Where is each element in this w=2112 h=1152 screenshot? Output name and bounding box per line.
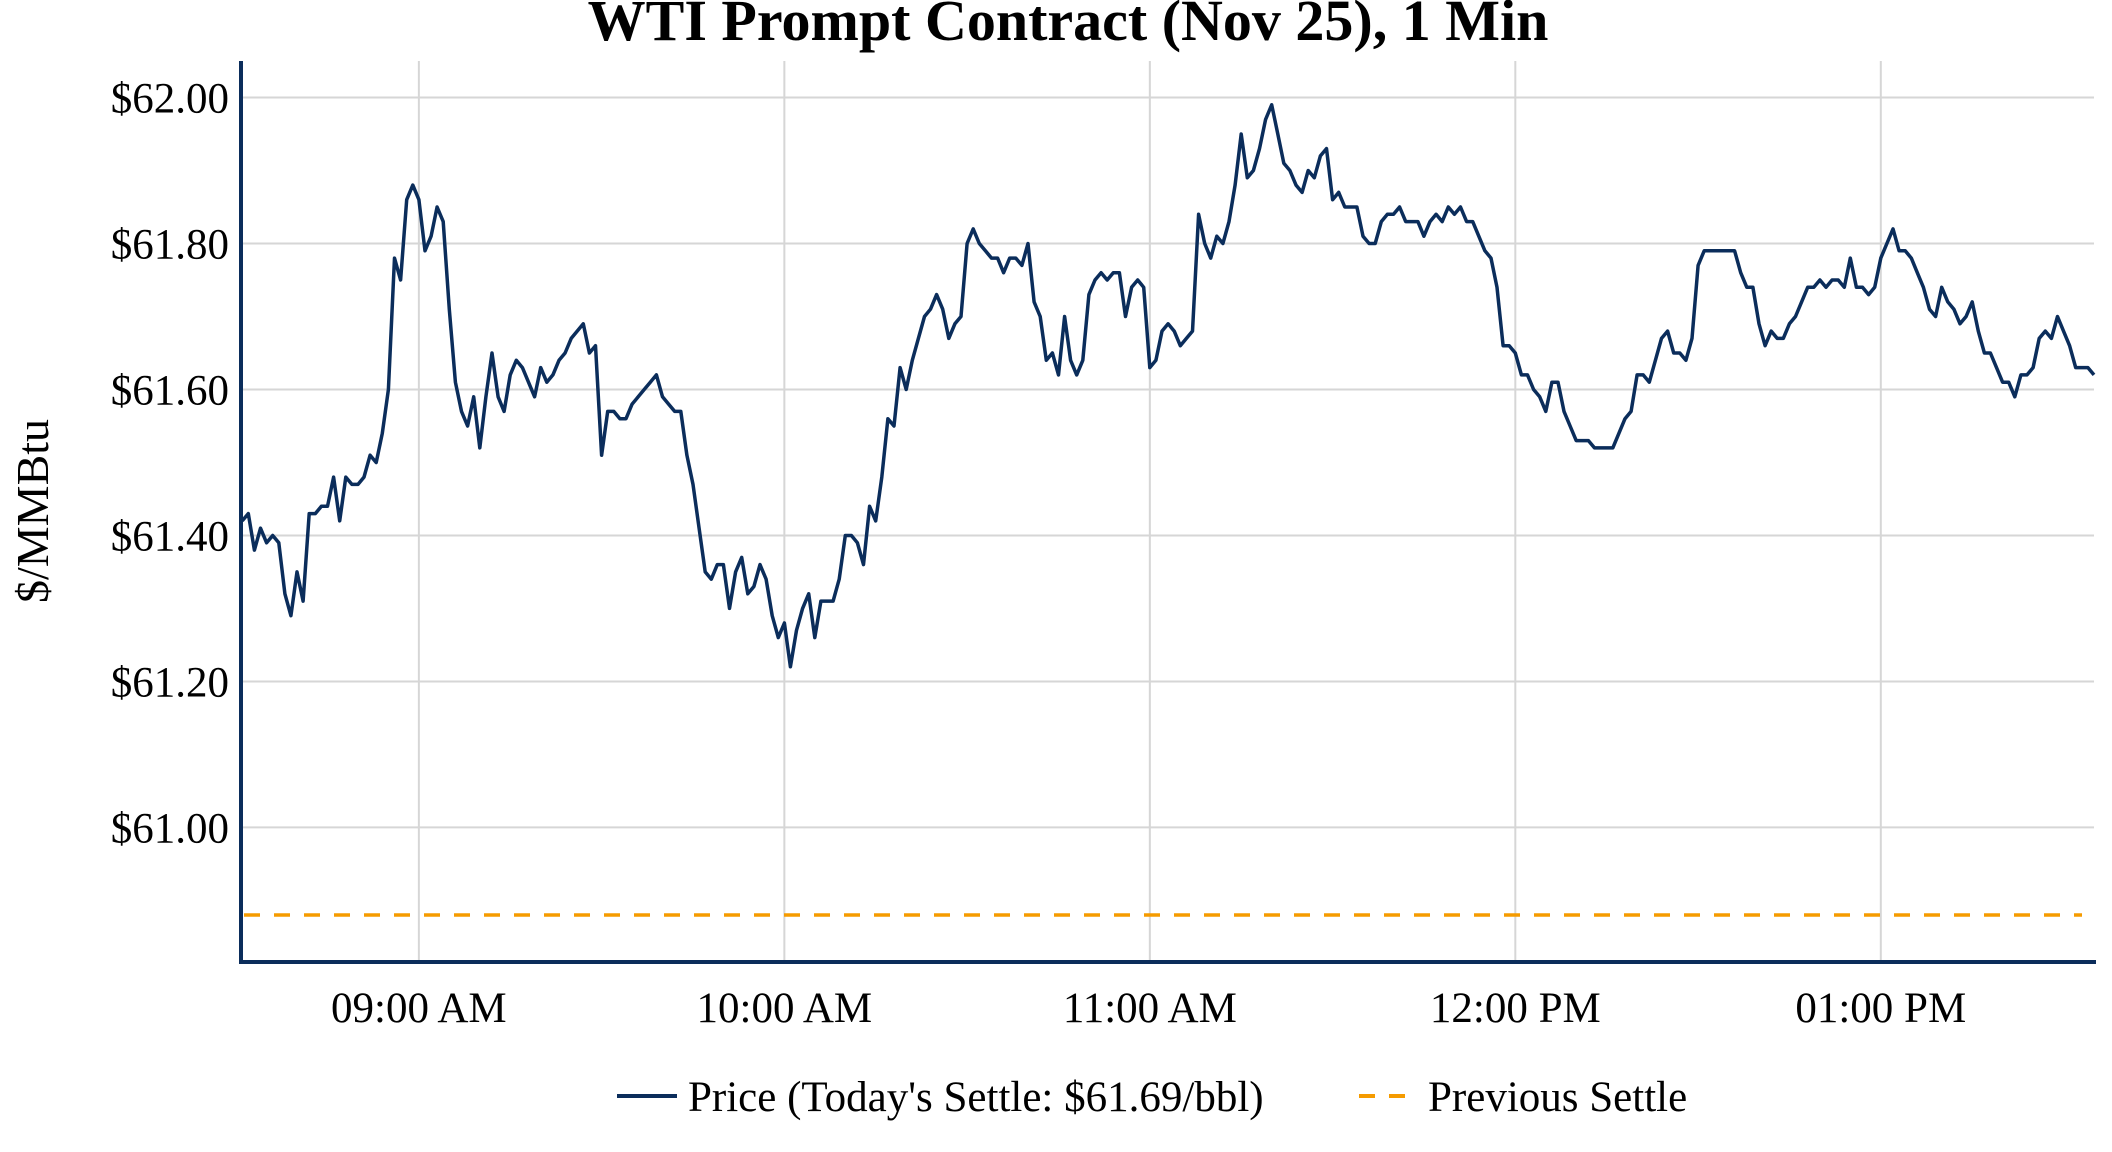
y-tick-label: $62.00 [111, 75, 229, 122]
x-tick-label: 12:00 PM [1430, 985, 1601, 1032]
y-tick-label: $61.60 [111, 367, 229, 414]
legend-price-label[interactable]: Price (Today's Settle: $61.69/bbl) [688, 1074, 1264, 1121]
price-line [240, 103, 2096, 669]
y-tick-label: $61.20 [111, 659, 229, 706]
x-tick-label: 10:00 AM [697, 985, 873, 1032]
legend-previous-settle-label[interactable]: Previous Settle [1428, 1074, 1687, 1121]
chart-title: WTI Prompt Contract (Nov 25), 1 Min [588, 0, 1549, 53]
gridlines [241, 61, 2094, 961]
x-tick-label: 01:00 PM [1795, 985, 1966, 1032]
x-tick-label: 11:00 AM [1063, 985, 1237, 1032]
legend: Price (Today's Settle: $61.69/bbl) Previ… [617, 1074, 1687, 1121]
y-axis-label: $/MMBtu [7, 419, 58, 603]
x-tick-label: 09:00 AM [331, 985, 507, 1032]
y-tick-label: $61.00 [111, 805, 229, 852]
y-tick-label: $61.40 [111, 513, 229, 560]
y-tick-label: $61.80 [111, 221, 229, 268]
tick-labels: $61.00 $61.20 $61.40 $61.60 $61.80 $62.0… [111, 75, 1966, 1032]
